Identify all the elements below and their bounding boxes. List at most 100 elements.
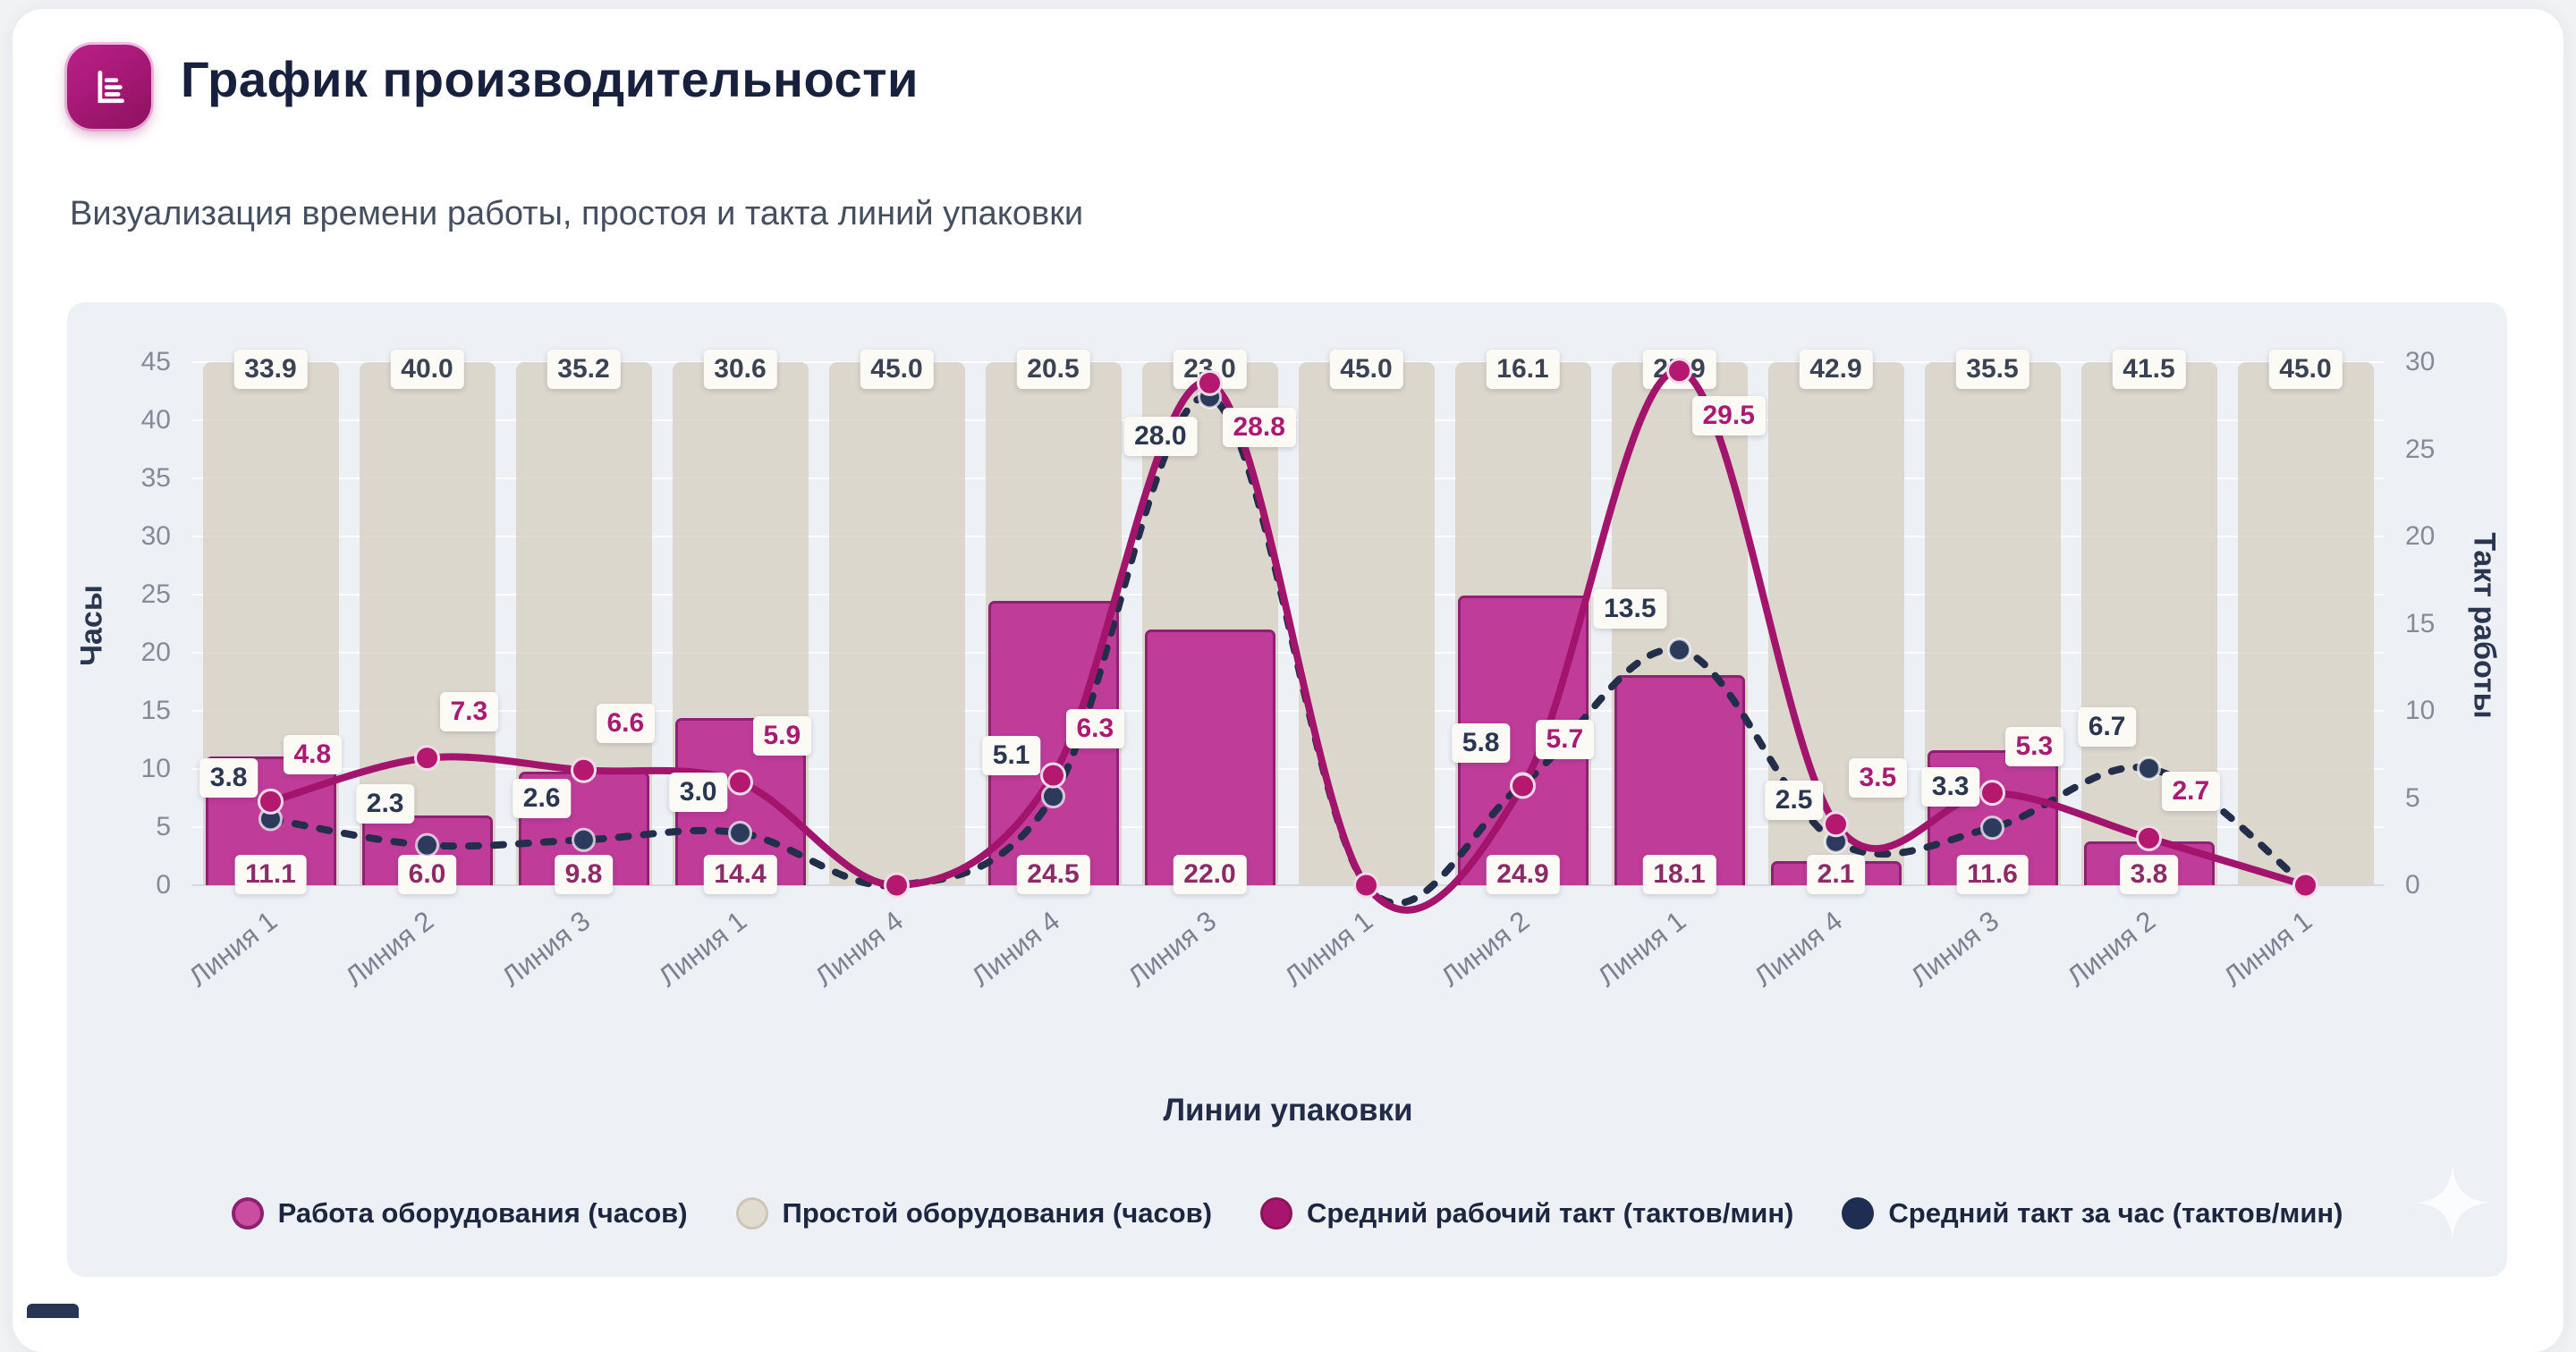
hourly-takt-value-label: 3.0 <box>668 772 728 812</box>
idle-value-label: 42.9 <box>1799 350 1873 389</box>
legend-label: Работа оборудования (часов) <box>277 1197 688 1229</box>
bar-group: 45.0 <box>2227 350 2384 885</box>
x-tick-label: Линия 1 <box>652 905 753 993</box>
hourly-takt-point[interactable] <box>415 832 439 858</box>
x-tick-label: Линия 1 <box>1278 905 1379 993</box>
avg-takt-point[interactable] <box>727 769 753 796</box>
gridline <box>192 361 2384 363</box>
hourly-takt-value-label: 28.0 <box>1123 417 1198 456</box>
hourly-takt-value-label: 2.5 <box>1764 781 1824 821</box>
x-tick-label: Линия 4 <box>1748 905 1849 993</box>
bar-group: 23.0 22.0 <box>1131 350 1288 894</box>
y-axis-tick-right: 5 <box>2405 782 2420 813</box>
idle-value-label: 45.0 <box>860 350 934 389</box>
work-value-label: 2.1 <box>1806 855 1866 894</box>
work-value-label: 11.6 <box>1956 855 2029 894</box>
idle-bar[interactable] <box>2237 362 2374 885</box>
y-axis-tick-right: 10 <box>2405 696 2436 725</box>
avg-takt-point[interactable] <box>884 872 910 899</box>
bar-group: 45.0 <box>818 350 975 885</box>
idle-bar[interactable] <box>828 362 965 885</box>
gridline <box>192 477 2384 479</box>
gridline <box>192 652 2384 654</box>
avg-takt-point[interactable] <box>1666 358 1692 384</box>
work-value-label: 9.8 <box>554 855 614 894</box>
legend: Работа оборудования (часов) Простой обору… <box>67 1180 2507 1246</box>
hourly-takt-point[interactable] <box>728 821 752 845</box>
bottom-edge-element <box>27 1304 79 1318</box>
legend-item-avg-takt[interactable]: Средний рабочий такт (тактов/мин) <box>1260 1197 1793 1229</box>
gridline <box>192 594 2384 596</box>
work-bar[interactable] <box>1614 674 1745 885</box>
avg-takt-value-label: 29.5 <box>1691 395 1766 435</box>
avg-takt-value-label: 2.7 <box>2161 772 2221 812</box>
avg-takt-point[interactable] <box>2292 872 2318 899</box>
work-bar[interactable] <box>1144 630 1275 885</box>
y-axis-tick-left: 35 <box>140 463 171 493</box>
idle-value-label: 35.2 <box>547 350 621 389</box>
idle-value-label: 16.1 <box>1486 350 1560 389</box>
avg-takt-point[interactable] <box>1510 773 1536 799</box>
avg-takt-point[interactable] <box>1353 872 1379 899</box>
gridline <box>192 884 2384 886</box>
idle-value-label: 35.5 <box>1955 350 2029 389</box>
legend-swatch <box>1260 1197 1293 1229</box>
legend-swatch <box>1842 1197 1875 1229</box>
work-value-label: 24.5 <box>1016 855 1090 894</box>
avg-takt-point[interactable] <box>1197 369 1223 396</box>
hourly-takt-point[interactable] <box>572 827 596 852</box>
avg-takt-point[interactable] <box>571 756 597 783</box>
avg-takt-point[interactable] <box>1979 780 2005 807</box>
y-axis-tick-left: 0 <box>156 870 171 900</box>
idle-value-label: 45.0 <box>1329 350 1403 389</box>
legend-item-hourly-takt[interactable]: Средний такт за час (тактов/мин) <box>1842 1197 2343 1229</box>
idle-value-label: 20.5 <box>1016 350 1090 389</box>
idle-value-label: 33.9 <box>233 350 308 389</box>
bar-group: 33.9 11.1 <box>192 350 349 894</box>
y-axis-tick-left: 5 <box>156 812 171 841</box>
y-axis-tick-left: 10 <box>140 754 171 783</box>
hourly-takt-point[interactable] <box>2137 756 2161 781</box>
y-axis-tick-right: 20 <box>2405 521 2436 551</box>
hourly-takt-line[interactable] <box>267 393 2309 907</box>
x-tick-label: Линия 2 <box>339 905 440 993</box>
chart-panel: 33.9 11.1 Линия 1 40.0 6.0 Линия 2 35.2 9.8 Лини… <box>67 302 2507 1277</box>
sparkle-decoration <box>2415 1165 2490 1240</box>
y-axis-tick-left: 25 <box>140 579 171 609</box>
avg-takt-point[interactable] <box>258 788 284 815</box>
idle-value-label: 30.6 <box>703 350 777 389</box>
avg-takt-value-label: 6.6 <box>596 704 656 744</box>
work-value-label: 3.8 <box>2119 855 2179 894</box>
avg-takt-point[interactable] <box>2136 824 2162 851</box>
gridline <box>192 826 2384 828</box>
y-axis-tick-left: 20 <box>140 638 171 667</box>
work-value-label: 6.0 <box>397 855 457 894</box>
legend-item-idle[interactable]: Простой оборудования (часов) <box>735 1197 1212 1229</box>
gridline <box>192 768 2384 770</box>
hourly-takt-point[interactable] <box>1041 784 1065 809</box>
avg-takt-point[interactable] <box>1040 762 1066 789</box>
hourly-takt-value-label: 2.6 <box>512 779 572 819</box>
hourly-takt-value-label: 13.5 <box>1593 588 1667 629</box>
x-tick-label: Линия 3 <box>1122 905 1223 993</box>
x-tick-label: Линия 1 <box>2217 905 2318 993</box>
hourly-takt-value-label: 3.8 <box>199 757 258 798</box>
avg-takt-point[interactable] <box>1823 811 1849 838</box>
x-tick-label: Линия 4 <box>809 905 910 993</box>
hourly-takt-point[interactable] <box>1667 638 1691 663</box>
idle-bar[interactable] <box>1298 362 1435 885</box>
page-subtitle: Визуализация времени работы, простоя и т… <box>70 195 1084 232</box>
legend-label: Средний такт за час (тактов/мин) <box>1888 1197 2343 1229</box>
legend-item-work[interactable]: Работа оборудования (часов) <box>231 1197 688 1229</box>
avg-takt-point[interactable] <box>414 745 440 772</box>
y-axis-tick-right: 30 <box>2405 347 2436 376</box>
bar-group: 45.0 <box>1288 350 1445 885</box>
hourly-takt-value-label: 5.8 <box>1451 722 1511 763</box>
x-tick-label: Линия 4 <box>965 905 1066 993</box>
y-axis-tick-right: 25 <box>2405 434 2436 464</box>
bar-chart-glyph <box>97 70 124 104</box>
screenshot-root: { "header": { "title": "График производи… <box>13 9 2563 1352</box>
hourly-takt-point[interactable] <box>1980 815 2004 841</box>
work-value-label: 11.1 <box>234 855 307 894</box>
y-axis-tick-left: 45 <box>140 347 171 376</box>
